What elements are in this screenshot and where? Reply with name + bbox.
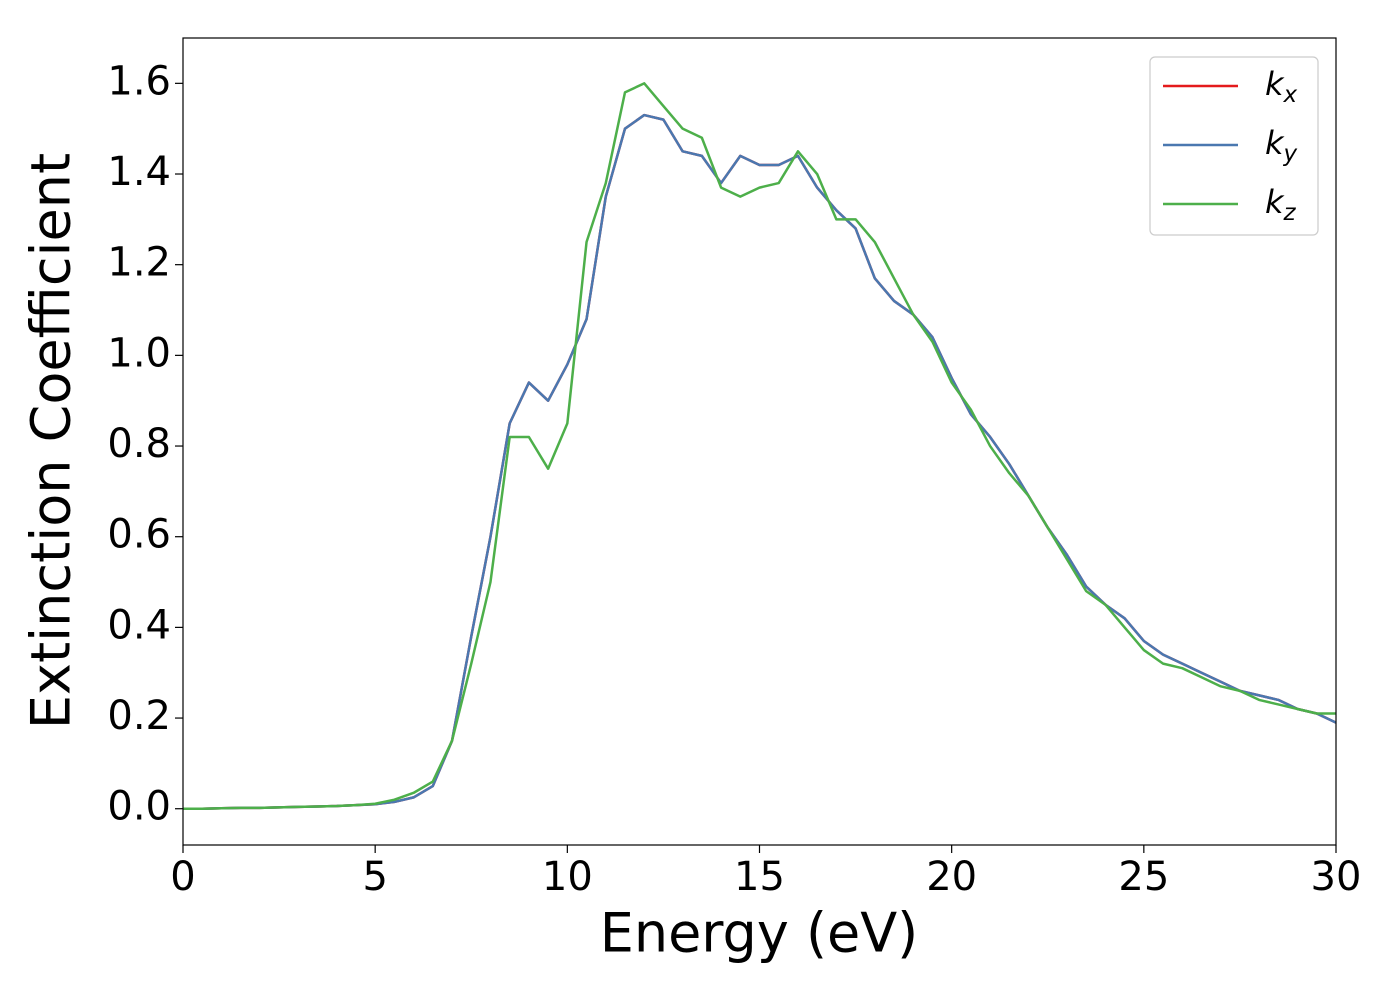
y-axis-label: Extinction Coefficient	[20, 153, 83, 729]
legend-label: kz	[1265, 183, 1297, 226]
y-tick-label: 0.2	[107, 693, 171, 739]
x-tick-label: 15	[734, 854, 785, 900]
y-tick-label: 0.6	[107, 512, 171, 558]
plot-frame	[182, 37, 1337, 846]
x-tick-label: 20	[926, 854, 977, 900]
x-tick-label: 30	[1311, 854, 1362, 900]
y-tick-label: 1.6	[107, 58, 171, 104]
y-tick-label: 0.8	[107, 421, 171, 467]
x-tick-label: 10	[542, 854, 593, 900]
x-tick-label: 25	[1118, 854, 1169, 900]
x-tick-label: 0	[170, 854, 195, 900]
series-line	[183, 82, 1336, 810]
legend-label: ky	[1265, 124, 1298, 167]
y-tick-label: 0.0	[107, 784, 171, 830]
legend-label: kx	[1265, 65, 1298, 108]
x-tick-label: 5	[362, 854, 387, 900]
y-tick-label: 1.2	[107, 240, 171, 286]
x-axis-label: Energy (eV)	[600, 902, 919, 965]
y-tick-label: 1.4	[107, 149, 171, 195]
y-tick-label: 0.4	[107, 602, 171, 648]
y-tick-label: 1.0	[107, 330, 171, 376]
